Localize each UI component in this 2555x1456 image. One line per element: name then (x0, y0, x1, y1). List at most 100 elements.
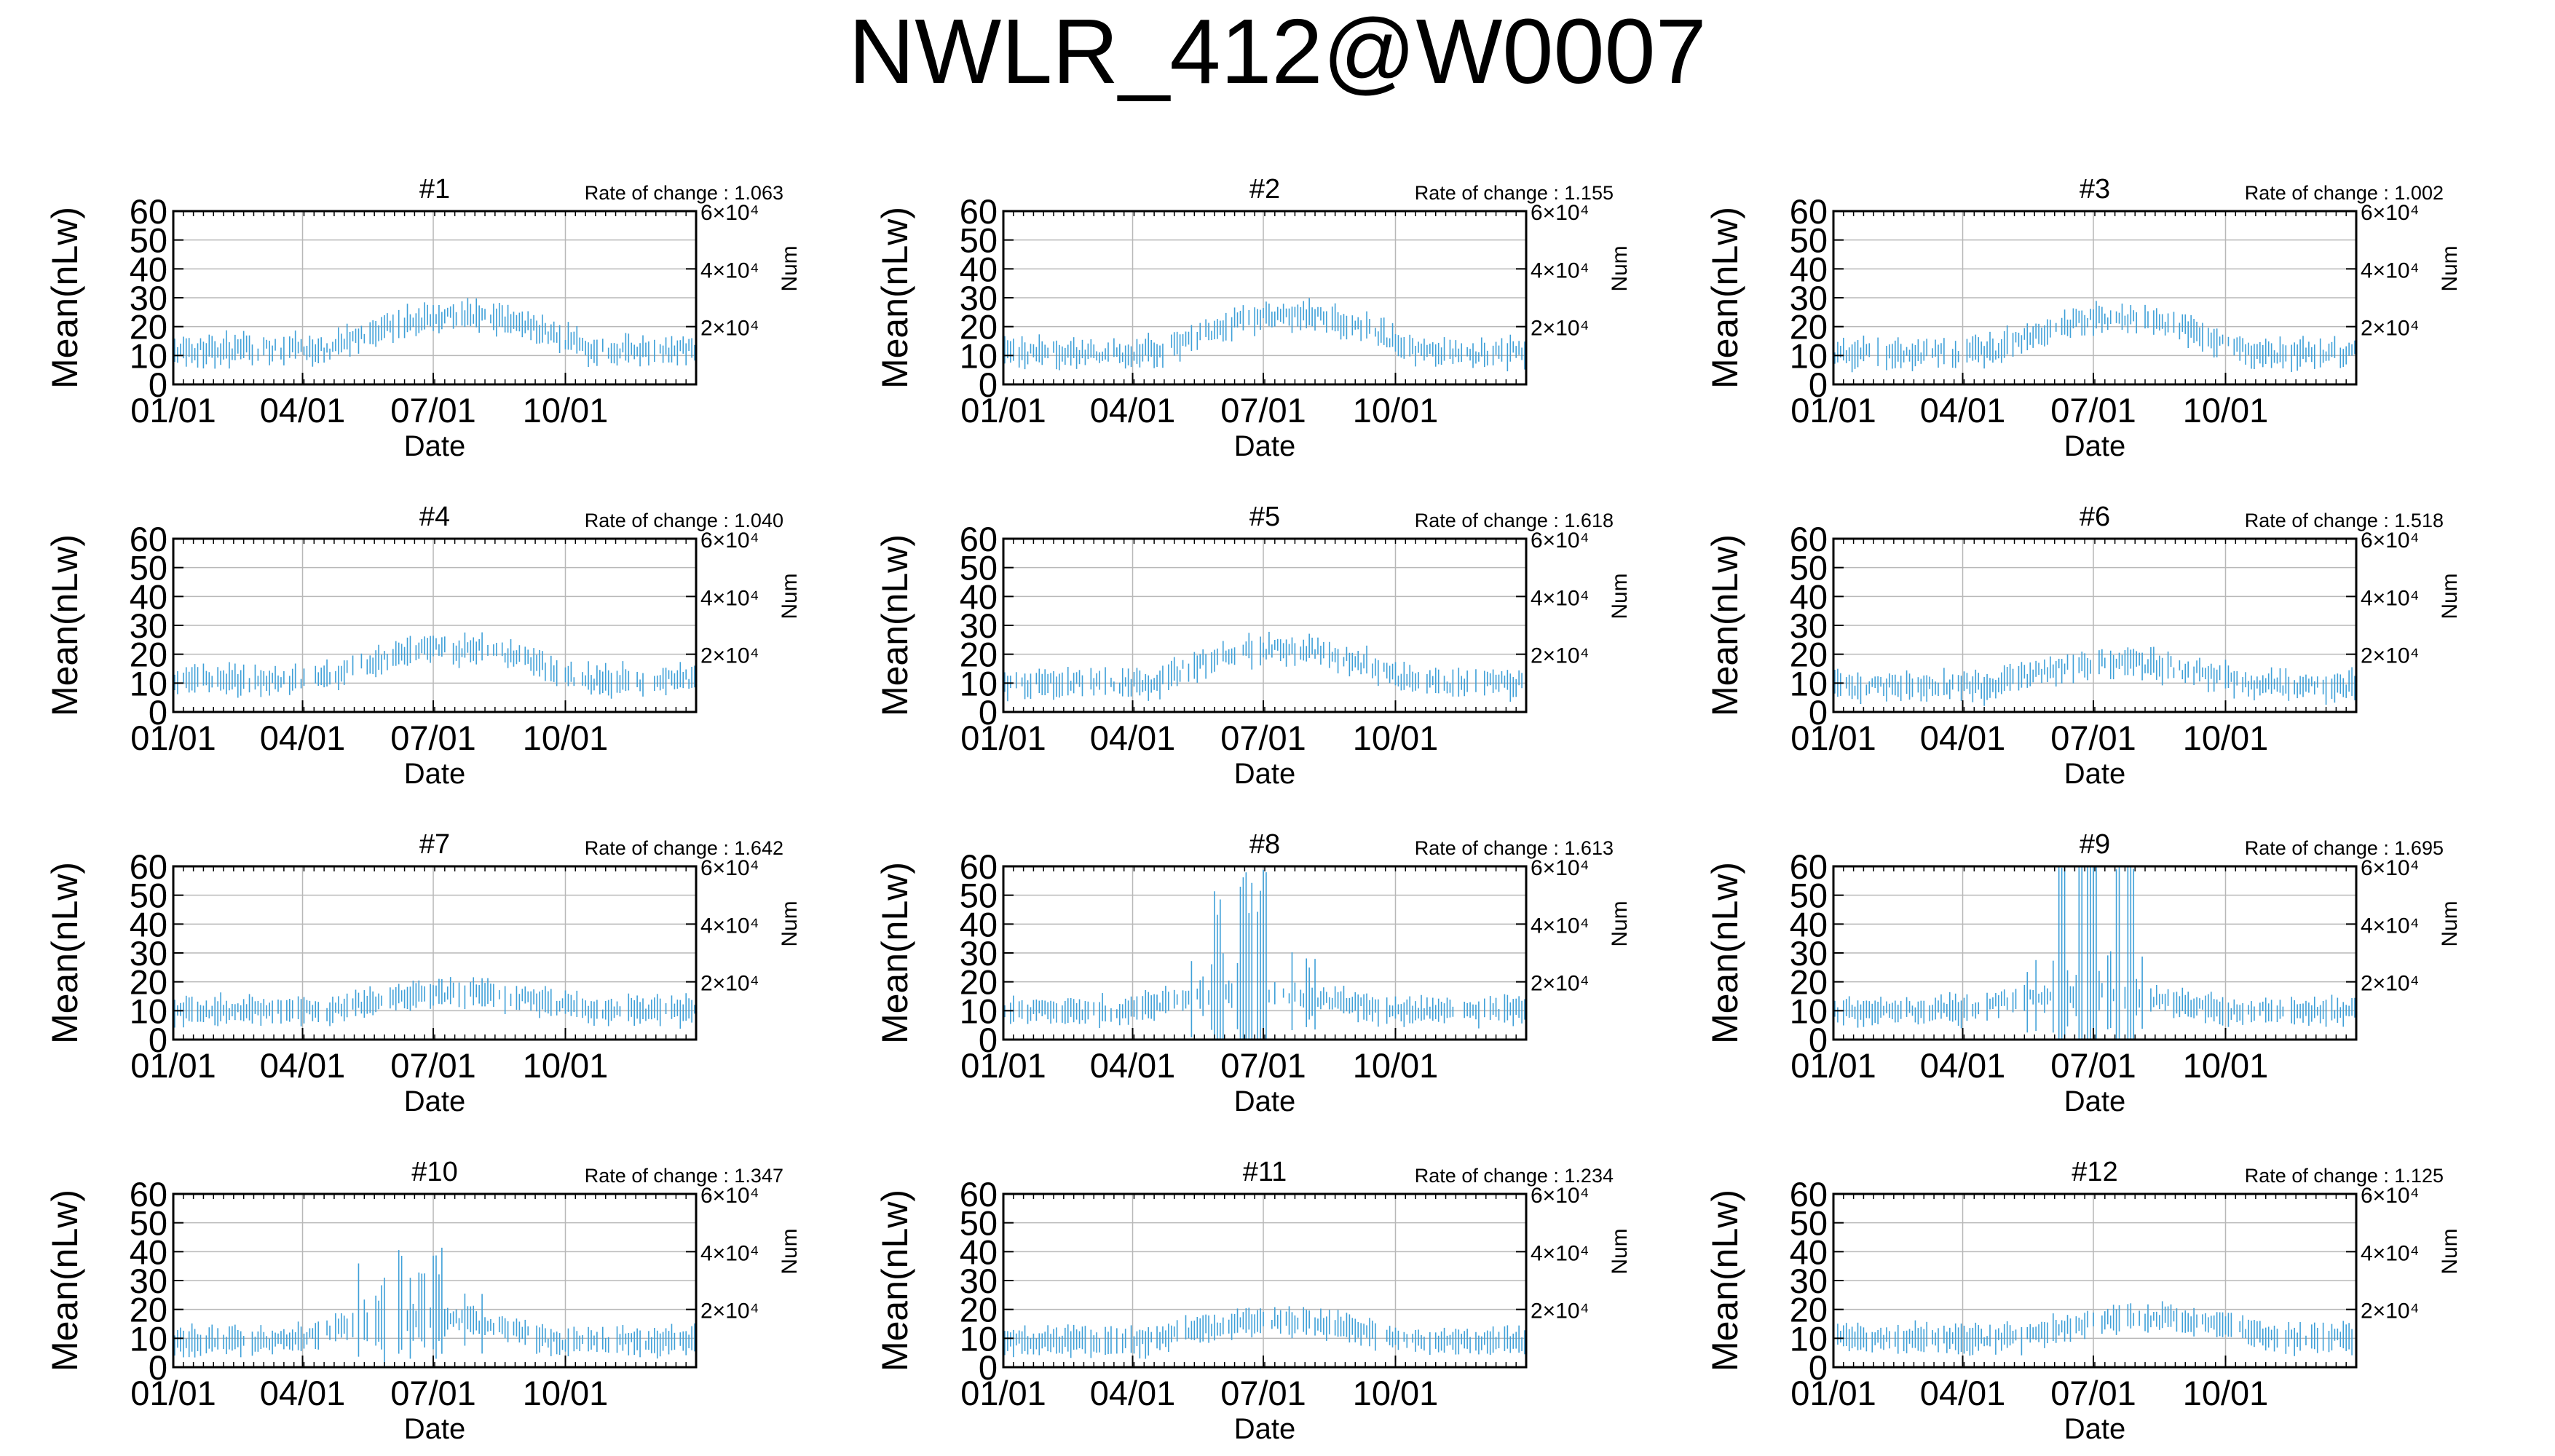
x-tick-label: 10/01 (523, 1046, 609, 1085)
y-axis-label: Mean(nLw) (44, 207, 85, 389)
y-axis-label: Mean(nLw) (1705, 534, 1745, 716)
y-tick-label: 30 (130, 934, 167, 973)
y-tick-label: 40 (130, 905, 167, 943)
y-tick-label: 0 (149, 1021, 167, 1059)
x-axis-label: Date (2064, 430, 2126, 462)
y2-tick-label: 6×10⁴ (1531, 201, 1589, 225)
y-tick-label: 40 (1790, 577, 1828, 616)
y2-tick-label: 4×10⁴ (700, 914, 759, 938)
rate-of-change-label: Rate of change : 1.002 (2245, 182, 2444, 204)
y-tick-label: 30 (960, 1262, 998, 1300)
y-tick-label: 30 (960, 279, 998, 317)
y-axis-label: Mean(nLw) (44, 862, 85, 1044)
y-tick-label: 50 (1790, 549, 1828, 587)
x-axis-label: Date (2064, 1413, 2126, 1445)
x-tick-label: 01/01 (960, 1046, 1046, 1085)
rate-of-change-label: Rate of change : 1.618 (1415, 510, 1614, 531)
x-tick-label: 07/01 (1220, 1046, 1306, 1085)
y2-axis-label: Num (778, 573, 802, 619)
y-tick-label: 40 (1790, 250, 1828, 288)
panel-title: #4 (419, 502, 450, 532)
y-axis-label: Mean(nLw) (874, 862, 915, 1044)
rate-of-change-label: Rate of change : 1.613 (1415, 837, 1614, 859)
y2-axis-label: Num (2438, 573, 2462, 619)
y-tick-label: 0 (1809, 693, 1828, 732)
x-tick-label: 04/01 (260, 391, 346, 430)
panel-title: #10 (411, 1157, 457, 1187)
x-axis-label: Date (404, 1085, 466, 1117)
y-tick-label: 30 (960, 934, 998, 973)
x-axis-label: Date (1234, 758, 1296, 790)
panel-title: #2 (1249, 174, 1280, 205)
x-tick-label: 01/01 (960, 391, 1046, 430)
y-tick-label: 20 (1790, 308, 1828, 347)
x-tick-label: 04/01 (260, 1046, 346, 1085)
x-axis-label: Date (404, 1413, 466, 1445)
y-tick-label: 60 (960, 520, 998, 558)
y-tick-label: 10 (960, 336, 998, 375)
y2-axis-label: Num (1608, 1228, 1632, 1274)
y-tick-label: 30 (1790, 279, 1828, 317)
y-tick-label: 20 (1790, 1291, 1828, 1329)
x-tick-label: 07/01 (2050, 1374, 2136, 1412)
x-tick-label: 10/01 (2183, 1046, 2269, 1085)
y-tick-label: 50 (1790, 1204, 1828, 1243)
x-tick-label: 10/01 (1353, 1374, 1439, 1412)
y-axis-label: Mean(nLw) (44, 534, 85, 716)
x-tick-label: 01/01 (1790, 1374, 1876, 1412)
y2-axis-label: Num (778, 1228, 802, 1274)
y2-axis-label: Num (1608, 573, 1632, 619)
x-tick-label: 10/01 (2183, 719, 2269, 757)
y-tick-label: 30 (1790, 934, 1828, 973)
y-tick-label: 10 (960, 664, 998, 703)
y-axis-label: Mean(nLw) (1705, 207, 1745, 389)
y-tick-label: 40 (1790, 905, 1828, 943)
x-tick-label: 07/01 (1220, 1374, 1306, 1412)
x-tick-label: 04/01 (1090, 391, 1176, 430)
y2-tick-label: 6×10⁴ (2361, 856, 2419, 880)
x-tick-label: 10/01 (1353, 1046, 1439, 1085)
x-tick-label: 07/01 (2050, 1046, 2136, 1085)
y-tick-label: 0 (979, 693, 998, 732)
y-tick-label: 10 (130, 992, 167, 1030)
y-tick-label: 50 (960, 549, 998, 587)
x-axis-label: Date (404, 758, 466, 790)
y2-tick-label: 2×10⁴ (2361, 644, 2419, 668)
y-tick-label: 60 (130, 1175, 167, 1214)
y2-tick-label: 4×10⁴ (2361, 586, 2419, 610)
rate-of-change-label: Rate of change : 1.125 (2245, 1165, 2444, 1187)
y-tick-label: 10 (130, 664, 167, 703)
y2-tick-label: 4×10⁴ (1531, 586, 1589, 610)
y-tick-label: 50 (130, 877, 167, 915)
panel-title: #3 (2080, 174, 2110, 205)
y-tick-label: 10 (1790, 664, 1828, 703)
x-tick-label: 10/01 (523, 391, 609, 430)
rate-of-change-label: Rate of change : 1.695 (2245, 837, 2444, 859)
y2-axis-label: Num (1608, 901, 1632, 946)
y-tick-label: 30 (960, 606, 998, 645)
y2-tick-label: 6×10⁴ (700, 529, 759, 553)
x-tick-label: 04/01 (1090, 719, 1176, 757)
rate-of-change-label: Rate of change : 1.040 (585, 510, 783, 531)
y-tick-label: 60 (1790, 1175, 1828, 1214)
y-tick-label: 20 (960, 1291, 998, 1329)
y-tick-label: 10 (1790, 1319, 1828, 1358)
x-tick-label: 01/01 (960, 1374, 1046, 1412)
y-tick-label: 40 (130, 250, 167, 288)
y2-tick-label: 4×10⁴ (700, 258, 759, 282)
panel-title: #9 (2080, 829, 2110, 860)
y-tick-label: 60 (1790, 192, 1828, 231)
y2-axis-label: Num (778, 901, 802, 946)
x-tick-label: 04/01 (1090, 1374, 1176, 1412)
y-axis-label: Mean(nLw) (874, 1190, 915, 1372)
y-tick-label: 40 (960, 905, 998, 943)
x-tick-label: 04/01 (1920, 719, 2006, 757)
y2-tick-label: 2×10⁴ (700, 972, 759, 996)
y-tick-label: 20 (960, 308, 998, 347)
